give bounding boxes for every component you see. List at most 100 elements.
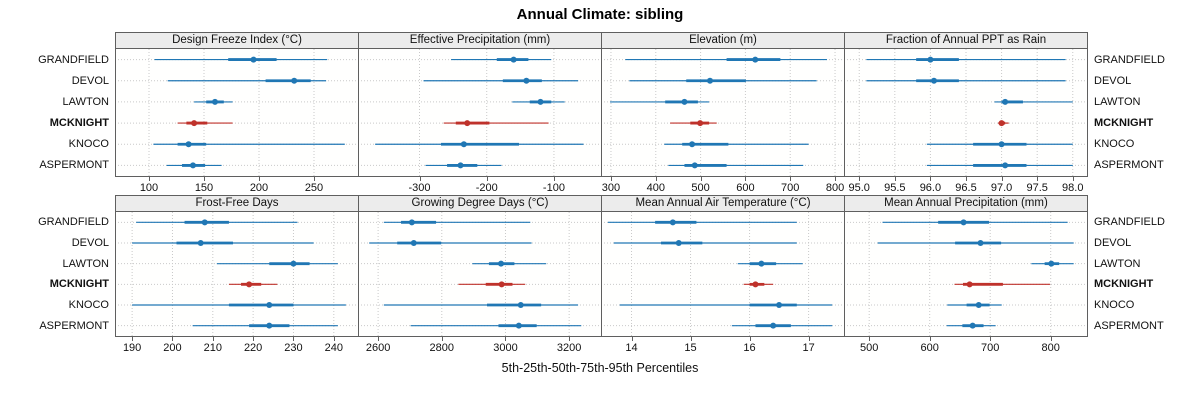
station-label-right: KNOCO bbox=[1094, 138, 1135, 151]
axis-tick-label: 96.0 bbox=[919, 182, 942, 194]
panel-strip: Fraction of Annual PPT as Rain bbox=[844, 32, 1088, 49]
axis-tick-label: 2800 bbox=[429, 342, 455, 354]
panel-canvas bbox=[604, 49, 842, 176]
station-label-left: ASPERMONT bbox=[39, 319, 109, 332]
station-label-left: KNOCO bbox=[68, 138, 109, 151]
station-label-left: MCKNIGHT bbox=[49, 278, 109, 291]
axis-tick-label: -300 bbox=[408, 182, 431, 194]
axis-tick-label: 16 bbox=[743, 342, 756, 354]
median-dot bbox=[770, 322, 777, 329]
axis-tick bbox=[313, 177, 315, 181]
station-label-right: DEVOL bbox=[1094, 237, 1132, 249]
axis-tick-label: 95.5 bbox=[884, 182, 906, 194]
percentile-caption: 5th-25th-50th-75th-95th Percentiles bbox=[501, 361, 699, 375]
axis-tick-label: 14 bbox=[625, 342, 638, 354]
median-dot bbox=[250, 56, 257, 63]
axis-tick-label: 15 bbox=[684, 342, 697, 354]
axis-tick bbox=[258, 177, 260, 181]
axis-tick bbox=[504, 337, 506, 341]
axis-tick bbox=[1001, 177, 1003, 181]
axis-tick-label: 100 bbox=[139, 182, 159, 194]
station-label-left: KNOCO bbox=[68, 299, 109, 311]
station-label-left: DEVOL bbox=[71, 237, 109, 249]
axis-tick bbox=[1036, 177, 1038, 181]
median-dot bbox=[689, 141, 696, 148]
station-label-left: GRANDFIELD bbox=[38, 216, 109, 229]
axis-tick bbox=[486, 177, 488, 181]
station-label-left: MCKNIGHT bbox=[49, 117, 109, 130]
axis-tick-label: 200 bbox=[249, 182, 269, 194]
axis-tick bbox=[212, 337, 214, 341]
panel-canvas bbox=[361, 49, 599, 176]
median-dot bbox=[460, 141, 467, 148]
axis-tick-label: 700 bbox=[981, 342, 1000, 354]
axis-tick bbox=[441, 337, 443, 341]
panel-strip: Effective Precipitation (mm) bbox=[358, 32, 602, 49]
axis-tick bbox=[929, 337, 931, 341]
axis-tick bbox=[894, 177, 896, 181]
station-label-right: ASPERMONT bbox=[1094, 319, 1164, 332]
median-dot bbox=[1048, 260, 1055, 267]
axis-tick bbox=[929, 177, 931, 181]
panel-strip: Elevation (m) bbox=[601, 32, 845, 49]
median-dot bbox=[246, 281, 253, 288]
median-dot bbox=[266, 322, 273, 329]
median-dot bbox=[960, 219, 967, 226]
median-dot bbox=[291, 77, 298, 84]
median-dot bbox=[930, 77, 937, 84]
axis-tick bbox=[1072, 177, 1074, 181]
panel-strip: Growing Degree Days (°C) bbox=[358, 195, 602, 212]
axis-tick bbox=[744, 177, 746, 181]
axis-tick-label: 3000 bbox=[493, 342, 518, 354]
axis-tick-label: 300 bbox=[601, 182, 621, 194]
axis-tick-label: 700 bbox=[781, 182, 800, 194]
median-dot bbox=[197, 240, 204, 246]
axis-tick bbox=[700, 177, 702, 181]
median-dot bbox=[537, 98, 544, 105]
axis-tick-label: 210 bbox=[203, 342, 222, 354]
axis-tick bbox=[131, 337, 133, 341]
median-dot bbox=[975, 302, 982, 308]
axis-tick bbox=[333, 337, 335, 341]
axis-tick-label: 500 bbox=[691, 182, 710, 194]
median-dot bbox=[515, 322, 522, 329]
median-dot bbox=[498, 281, 505, 288]
station-label-left: ASPERMONT bbox=[39, 159, 109, 172]
panel-strip: Mean Annual Air Temperature (°C) bbox=[601, 195, 845, 212]
axis-tick bbox=[568, 337, 570, 341]
median-dot bbox=[998, 120, 1005, 127]
axis-tick-label: 250 bbox=[304, 182, 324, 194]
median-dot bbox=[966, 281, 973, 288]
panel-canvas bbox=[118, 49, 356, 176]
panel-body bbox=[601, 212, 845, 337]
panel-canvas bbox=[118, 212, 356, 336]
median-dot bbox=[510, 56, 517, 63]
panel-canvas bbox=[604, 212, 842, 336]
median-dot bbox=[185, 141, 192, 148]
axis-tick-label: 230 bbox=[284, 342, 303, 354]
panel-body bbox=[844, 212, 1088, 337]
median-dot bbox=[691, 162, 698, 169]
axis-tick bbox=[868, 337, 870, 341]
axis-tick-label: 800 bbox=[825, 182, 845, 194]
axis-tick bbox=[989, 337, 991, 341]
median-dot bbox=[191, 120, 198, 127]
axis-tick bbox=[1050, 337, 1052, 341]
median-dot bbox=[410, 240, 417, 246]
axis-tick-label: -200 bbox=[475, 182, 498, 194]
axis-tick bbox=[858, 177, 860, 181]
panel-strip: Frost-Free Days bbox=[115, 195, 359, 212]
axis-tick-label: 800 bbox=[1041, 342, 1060, 354]
panel-body bbox=[115, 212, 359, 337]
median-dot bbox=[1002, 98, 1009, 105]
median-dot bbox=[408, 219, 415, 226]
axis-tick-label: 240 bbox=[324, 342, 343, 354]
median-dot bbox=[517, 302, 524, 308]
axis-tick-label: 150 bbox=[194, 182, 214, 194]
panel-body bbox=[358, 49, 602, 177]
axis-tick bbox=[965, 177, 967, 181]
station-label-right: KNOCO bbox=[1094, 299, 1135, 311]
axis-tick-label: 500 bbox=[860, 342, 879, 354]
station-label-right: DEVOL bbox=[1094, 74, 1132, 87]
